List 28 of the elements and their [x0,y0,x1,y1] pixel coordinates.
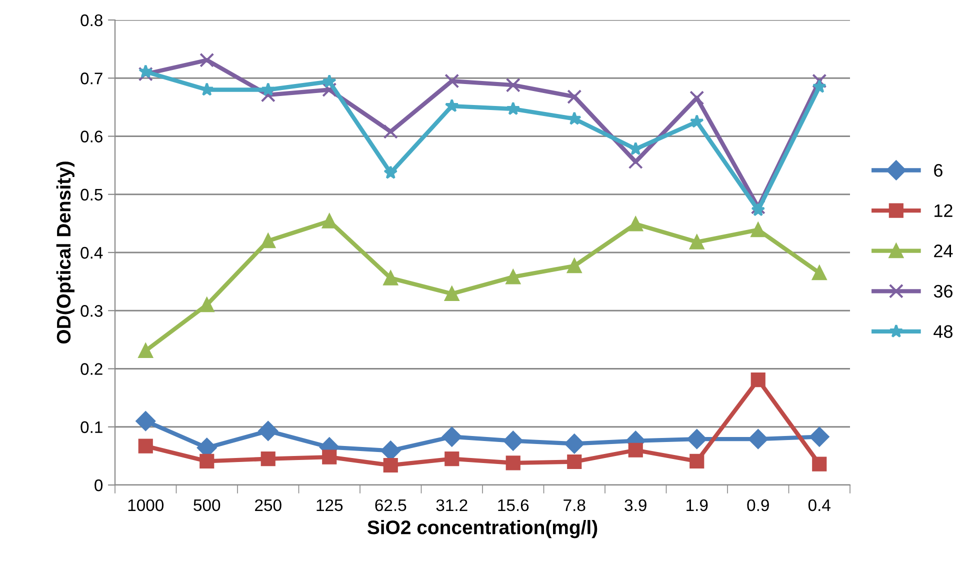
legend-label: 36 [934,284,952,298]
y-tick-label: 0.8 [80,14,102,26]
x-tick-label: 31.2 [436,499,468,512]
x-tick-label: 7.8 [564,499,586,512]
y-axis-title: OD(Optical Density) [56,162,74,344]
legend-label: 48 [934,325,952,338]
legend-label: 24 [934,244,953,258]
x-tick-label: 250 [255,499,282,512]
y-tick-label: 0.1 [80,421,102,434]
y-tick-label: 0.3 [80,305,102,317]
y-tick-label: 0.7 [80,72,102,84]
x-tick-label: 1.9 [686,499,708,512]
x-tick-label: 0.9 [747,499,769,512]
x-tick-label: 15.6 [498,499,529,512]
y-tick-label: 0.2 [80,363,102,375]
x-tick-label: 0.4 [808,499,830,512]
legend-label: 6 [934,164,942,177]
x-tick-label: 125 [316,499,343,512]
y-tick-label: 0.4 [80,246,103,259]
legend-label: 12 [934,204,952,217]
x-axis-title: SiO2 concentration(mg/l) [367,520,598,538]
y-tick-label: 0 [94,479,103,492]
x-tick-label: 500 [194,499,220,512]
y-tick-label: 0.5 [80,188,102,201]
y-tick-label: 0.6 [80,130,102,142]
x-tick-label: 62.5 [375,499,406,512]
x-tick-label: 3.9 [624,499,646,512]
x-tick-label: 1000 [128,499,164,512]
